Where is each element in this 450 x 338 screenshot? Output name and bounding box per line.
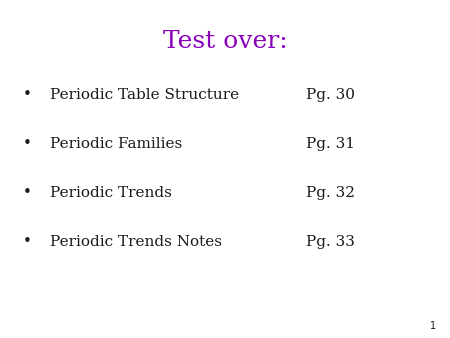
Text: •: • (22, 234, 32, 249)
Text: Pg. 32: Pg. 32 (306, 186, 355, 200)
Text: Pg. 33: Pg. 33 (306, 235, 355, 249)
Text: 1: 1 (430, 321, 436, 331)
Text: Pg. 31: Pg. 31 (306, 137, 355, 151)
Text: Pg. 30: Pg. 30 (306, 88, 355, 102)
Text: •: • (22, 87, 32, 102)
Text: Test over:: Test over: (162, 30, 288, 53)
Text: •: • (22, 136, 32, 151)
Text: Periodic Table Structure: Periodic Table Structure (50, 88, 239, 102)
Text: Periodic Trends: Periodic Trends (50, 186, 171, 200)
Text: •: • (22, 185, 32, 200)
Text: Periodic Trends Notes: Periodic Trends Notes (50, 235, 221, 249)
Text: Periodic Families: Periodic Families (50, 137, 182, 151)
